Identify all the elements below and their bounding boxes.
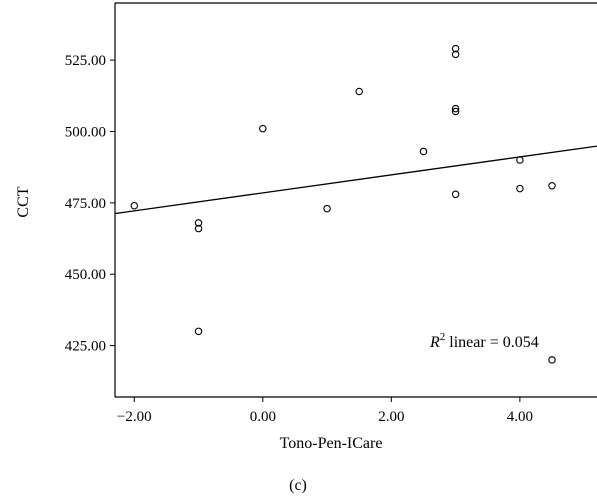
data-point — [355, 87, 363, 96]
y-tick-label: 500.00 — [65, 124, 106, 140]
r-squared-value: linear = 0.054 — [445, 334, 538, 351]
y-tick-label: 525.00 — [65, 53, 106, 69]
x-tick-label: 0.00 — [250, 409, 276, 425]
data-point — [516, 156, 524, 164]
x-axis-label: Tono-Pen-ICare — [280, 435, 383, 452]
x-tick-label: 2.00 — [378, 409, 404, 425]
data-point — [451, 107, 460, 116]
y-tick-label: 425.00 — [65, 339, 106, 355]
data-point — [419, 147, 428, 156]
y-axis-label: CCT — [15, 186, 32, 217]
plot-area — [114, 2, 597, 398]
data-point — [548, 356, 556, 364]
data-points — [130, 44, 556, 364]
data-point — [516, 184, 524, 193]
data-point — [451, 44, 460, 53]
y-tick-label: 475.00 — [65, 196, 106, 212]
data-point — [194, 327, 203, 336]
r-squared-symbol: R — [429, 334, 440, 351]
r-squared-annotation: R2 linear = 0.054 — [429, 331, 539, 351]
data-point — [451, 104, 460, 113]
data-point — [451, 50, 460, 59]
data-point — [323, 204, 331, 213]
data-point — [130, 201, 139, 210]
data-point — [194, 224, 203, 233]
data-point — [548, 181, 556, 190]
regression-line — [114, 145, 597, 215]
data-point — [451, 190, 460, 199]
x-tick-label: −2.00 — [117, 409, 152, 425]
data-point — [259, 124, 267, 133]
panel-label: (c) — [289, 477, 307, 494]
y-axis: 425.00 450.00 475.00 500.00 525.00 — [65, 53, 115, 355]
x-tick-label: 4.00 — [507, 409, 533, 425]
x-axis: −2.00 0.00 2.00 4.00 — [117, 397, 533, 425]
data-point — [194, 219, 203, 227]
regression-line-group — [114, 145, 597, 215]
y-tick-label: 450.00 — [65, 267, 106, 283]
r-squared-superscript: 2 — [440, 331, 446, 343]
